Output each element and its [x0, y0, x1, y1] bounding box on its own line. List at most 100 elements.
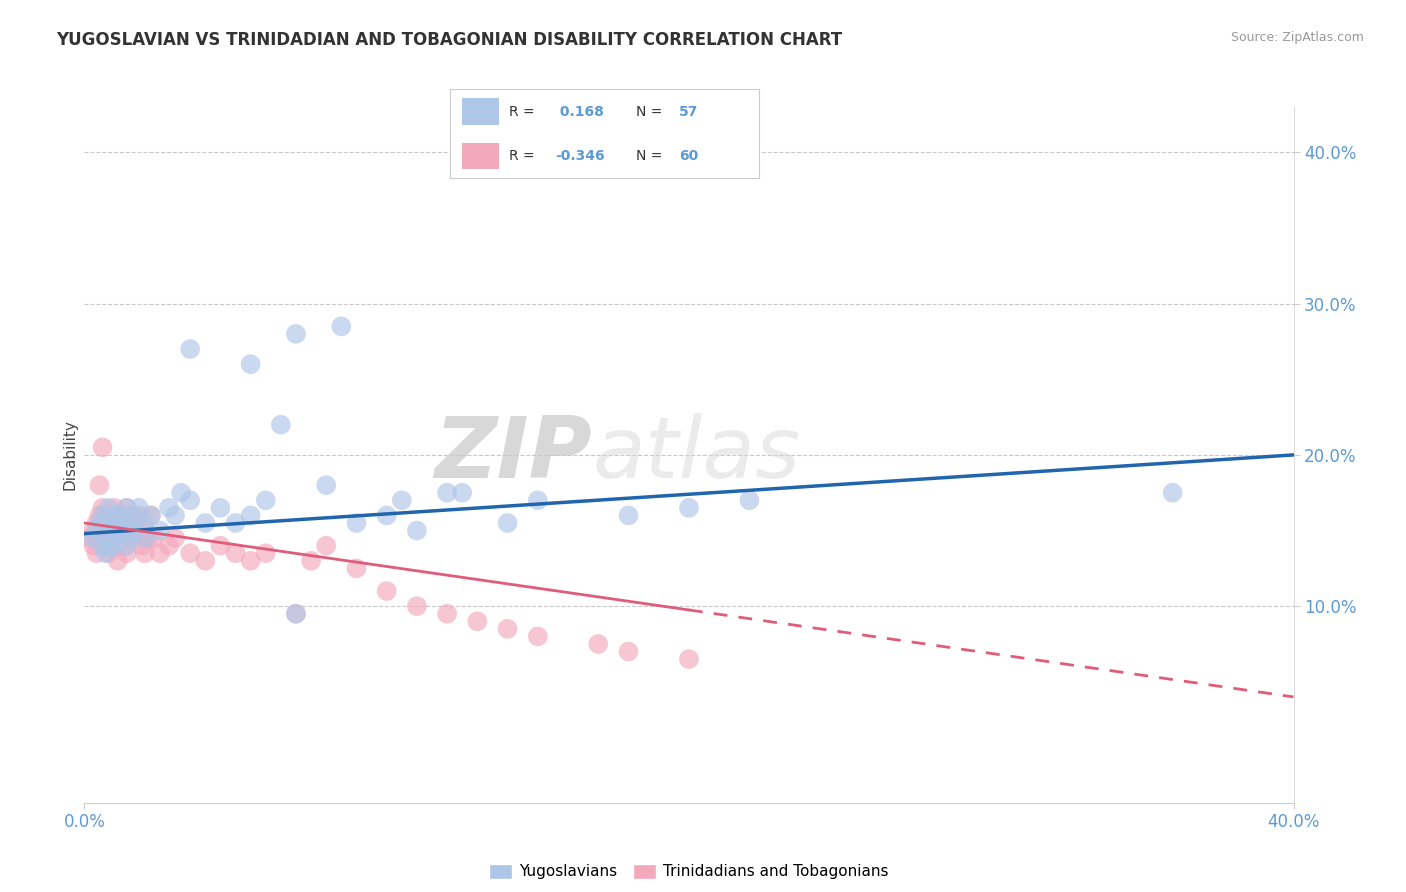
Point [104, 539, 127, 553]
Point [588, 637, 610, 651]
Bar [463, 98, 499, 125]
Point [115, 500, 138, 515]
Point [225, 546, 247, 560]
Point [131, 539, 153, 553]
Text: N =: N = [636, 104, 662, 119]
Point [254, 493, 277, 508]
Point [330, 319, 353, 334]
Point [139, 508, 162, 523]
Point [678, 500, 700, 515]
Point [451, 485, 474, 500]
Point [89, 516, 111, 530]
Text: R =: R = [509, 149, 534, 163]
Point [285, 607, 308, 621]
Point [112, 539, 135, 553]
Text: ZIP: ZIP [434, 413, 592, 497]
Point [149, 546, 172, 560]
Point [128, 500, 150, 515]
Point [239, 357, 262, 371]
Point [134, 524, 156, 538]
Point [134, 546, 156, 560]
Point [157, 500, 180, 515]
Point [79, 531, 101, 545]
Text: N =: N = [636, 149, 662, 163]
Point [467, 615, 489, 629]
Point [225, 516, 247, 530]
Point [179, 546, 201, 560]
Point [496, 622, 519, 636]
Point [209, 500, 232, 515]
Point [315, 478, 337, 492]
Point [97, 508, 120, 523]
Point [254, 546, 277, 560]
Point [118, 508, 141, 523]
Point [118, 516, 141, 530]
Point [270, 417, 292, 432]
Point [97, 539, 120, 553]
Point [82, 524, 104, 538]
Point [112, 524, 135, 538]
Point [436, 485, 458, 500]
Point [170, 485, 193, 500]
Point [118, 524, 141, 538]
Text: atlas: atlas [592, 413, 800, 497]
Point [107, 531, 129, 545]
Point [157, 539, 180, 553]
Point [436, 607, 458, 621]
Point [142, 531, 165, 545]
Point [94, 546, 117, 560]
Point [100, 516, 122, 530]
Point [89, 531, 111, 545]
Point [94, 516, 117, 530]
Point [107, 516, 129, 530]
Point [94, 539, 117, 553]
Point [346, 561, 368, 575]
Point [346, 516, 368, 530]
Point [86, 524, 108, 538]
Point [375, 584, 398, 599]
Point [179, 342, 201, 356]
Point [617, 644, 640, 658]
Point [107, 554, 129, 568]
Point [194, 516, 217, 530]
Point [121, 531, 143, 545]
Point [165, 531, 187, 545]
Point [104, 500, 127, 515]
Point [97, 546, 120, 560]
Point [89, 508, 111, 523]
Point [179, 493, 201, 508]
Point [82, 539, 104, 553]
Text: -0.346: -0.346 [555, 149, 605, 163]
Point [107, 524, 129, 538]
Point [139, 508, 162, 523]
Point [91, 524, 114, 538]
Point [285, 326, 308, 341]
Point [678, 652, 700, 666]
Point [136, 531, 159, 545]
Point [496, 516, 519, 530]
Text: 60: 60 [679, 149, 697, 163]
Point [91, 508, 114, 523]
Point [110, 531, 132, 545]
Point [89, 478, 111, 492]
Point [285, 607, 308, 621]
Point [86, 516, 108, 530]
Point [527, 629, 550, 643]
Point [110, 508, 132, 523]
Point [100, 524, 122, 538]
Point [406, 599, 429, 614]
Point [115, 500, 138, 515]
Point [104, 539, 127, 553]
Text: YUGOSLAVIAN VS TRINIDADIAN AND TOBAGONIAN DISABILITY CORRELATION CHART: YUGOSLAVIAN VS TRINIDADIAN AND TOBAGONIA… [56, 31, 842, 49]
Point [1161, 485, 1184, 500]
Point [115, 539, 138, 553]
Legend: Yugoslavians, Trinidadians and Tobagonians: Yugoslavians, Trinidadians and Tobagonia… [482, 857, 896, 886]
Point [110, 516, 132, 530]
Point [391, 493, 413, 508]
Point [100, 531, 122, 545]
Point [115, 546, 138, 560]
Text: 57: 57 [679, 104, 699, 119]
Point [738, 493, 761, 508]
Point [121, 508, 143, 523]
Text: R =: R = [509, 104, 534, 119]
